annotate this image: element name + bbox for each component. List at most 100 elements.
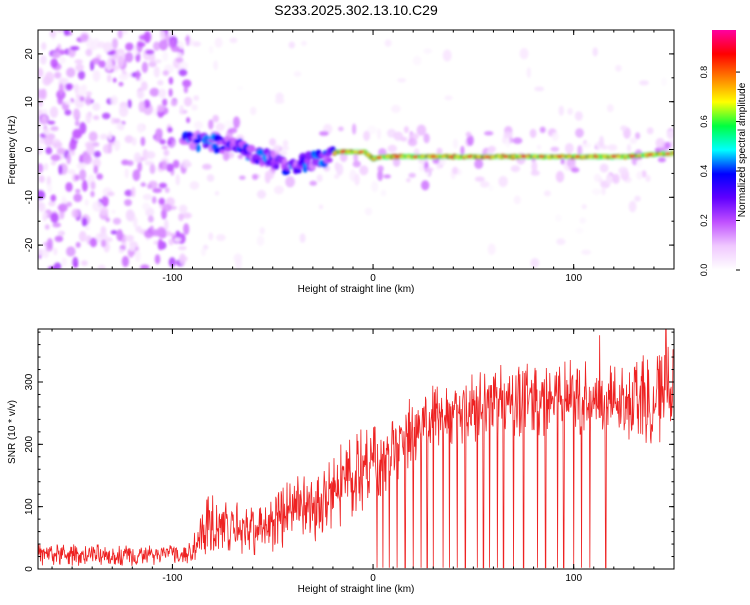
noise-speckle [645,174,651,183]
noise-speckle [40,55,47,65]
ridge-peak [593,155,599,158]
noise-speckle [92,70,101,82]
noise-speckle [76,162,87,170]
noise-speckle [80,84,88,90]
noise-speckle [212,114,219,123]
ridge-peak [340,150,346,154]
noise-speckle [119,101,128,108]
noise-speckle [69,138,77,151]
ridge-peak [575,155,581,158]
noise-speckle [85,48,93,57]
colorbar-tick-label: 0.0 [699,264,709,277]
noise-speckle [75,188,81,194]
noise-speckle [61,78,69,83]
noise-speckle [556,238,566,246]
noise-speckle [153,66,160,78]
noise-speckle [338,126,344,132]
noise-speckle [397,78,407,83]
noise-speckle [63,30,70,36]
noise-speckle [93,150,101,158]
noise-speckle [145,151,156,159]
noise-speckle [85,225,90,231]
noise-speckle [512,137,523,144]
noise-speckle [157,80,164,86]
noise-speckle [135,70,141,81]
noise-speckle [52,141,63,148]
noise-speckle [252,174,259,180]
noise-speckle [117,55,125,68]
noise-speckle [43,127,50,136]
noise-speckle [54,235,64,242]
noise-speckle [216,234,226,242]
noise-speckle [359,165,369,176]
noise-speckle [607,144,618,151]
noise-speckle [140,136,146,147]
noise-speckle [206,174,215,182]
noise-speckle [641,170,647,178]
noise-speckle [222,151,230,161]
noise-speckle [423,133,430,144]
noise-speckle [65,182,73,192]
noise-speckle [529,128,537,138]
noise-speckle [579,217,587,224]
noise-speckle [574,111,583,121]
noise-speckle [159,139,166,145]
noise-speckle [239,175,246,180]
noise-speckle [259,227,265,235]
noise-speckle [52,222,61,228]
noise-speckle [46,238,53,249]
ridge-peak [394,155,400,158]
noise-speckle [531,160,538,173]
noise-speckle [288,41,295,49]
noise-speckle [189,181,200,190]
spectrogram-xlabel: Height of straight line (km) [298,284,415,295]
noise-speckle [41,42,47,51]
noise-speckle [193,95,200,101]
noise-speckle [666,129,674,140]
snr-ytick-label: 300 [24,373,35,390]
noise-speckle [50,194,57,202]
noise-speckle [124,199,132,207]
colorbar-label: Normalized spectral amplitude [737,82,748,217]
noise-speckle [118,248,125,254]
noise-speckle [81,180,88,192]
noise-speckle [503,131,513,139]
noise-speckle [81,217,88,227]
noise-speckle [137,41,146,48]
noise-speckle [407,138,418,147]
noise-speckle [170,38,176,49]
ridge-cell [246,144,256,153]
noise-speckle [280,146,290,151]
noise-speckle [657,157,667,163]
noise-speckle [56,30,64,33]
noise-speckle [86,143,95,156]
noise-speckle [52,51,61,59]
noise-speckle [105,217,110,223]
noise-speckle [178,213,184,222]
noise-speckle [90,181,96,190]
noise-speckle [583,142,592,148]
noise-speckle [96,173,103,180]
noise-speckle [534,86,545,92]
noise-speckle [147,215,154,223]
noise-speckle [170,99,178,107]
noise-speckle [162,98,168,107]
noise-speckle [175,230,181,237]
noise-speckle [183,85,189,94]
spectrogram-ytick-label: -20 [24,237,35,252]
noise-speckle [38,190,46,200]
noise-speckle [377,169,383,182]
noise-speckle [182,79,192,88]
noise-speckle [352,160,361,168]
noise-speckle [164,219,169,232]
colorbar-tick-label: 0.6 [699,115,709,128]
noise-speckle [309,180,318,186]
noise-speckle [480,181,490,188]
noise-speckle [98,60,107,68]
noise-speckle [513,195,521,205]
ridge-peak [430,155,436,158]
noise-speckle [655,137,665,149]
noise-speckle [144,229,154,239]
noise-speckle [142,193,153,201]
noise-speckle [319,131,329,136]
